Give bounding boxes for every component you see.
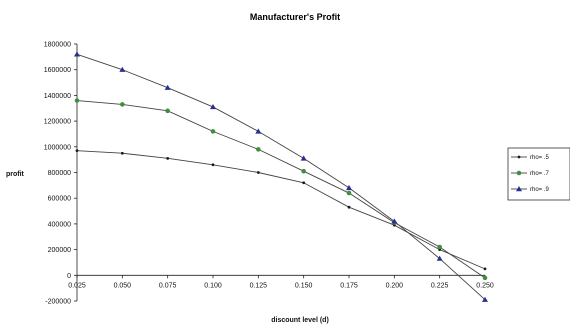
data-point [482,275,488,281]
series-line [76,53,486,301]
data-point [74,98,80,103]
data-point [256,147,261,152]
legend-marker [516,186,522,192]
data-point [120,151,124,155]
data-point [300,155,307,161]
x-tick-label: 0.150 [295,282,313,289]
x-tick-label: 0.050 [114,282,132,289]
series-3 [74,51,488,302]
data-point [436,255,443,261]
x-tick-label: 0.100 [204,282,222,289]
y-tick-label: 1800000 [44,42,71,49]
data-point [255,128,262,134]
y-tick-label: 200000 [48,247,71,254]
series-2 [74,98,488,281]
series-line [76,150,486,270]
x-tick-label: 0.250 [476,282,494,289]
legend-marker [516,170,522,176]
data-point [74,51,80,57]
series-line [76,100,486,279]
x-tick-label: 0.225 [431,282,449,289]
y-tick-label: 400000 [48,221,71,228]
legend-item: rho= .7 [511,170,550,177]
y-tick-label: -200000 [45,299,71,306]
legend-label: rho= .9 [530,187,550,193]
data-point [346,184,352,191]
y-tick-label: 800000 [48,170,71,177]
y-tick-label: 1200000 [44,119,71,126]
x-tick-label: 0.025 [68,282,86,289]
data-point [482,296,488,302]
data-point [347,205,351,209]
data-point [210,129,216,134]
x-tick-label: 0.200 [386,282,404,289]
legend-item: rho= .9 [511,186,550,193]
legend: rho= .5 rho= .7 rho= .9 [507,147,570,201]
legend-item: rho= .5 [511,155,550,161]
data-point [164,84,171,90]
x-tick-label: 0.075 [159,282,177,289]
data-point [210,103,216,110]
data-point [166,156,170,160]
data-point [75,149,79,153]
data-point [256,171,260,174]
legend-label: rho= .5 [530,155,550,161]
data-point [483,267,487,271]
y-tick-label: 1000000 [44,144,71,151]
data-point [302,181,306,185]
x-tick-label: 0.125 [250,282,268,289]
data-point [165,108,170,114]
y-tick-label: 0 [67,273,71,280]
plot-area: -200000 0 200000 400000 600000 800000 1000000 1… [44,42,494,306]
data-point [437,244,442,250]
legend-marker [517,155,521,159]
data-point [211,163,215,167]
data-point [346,190,352,196]
data-point [120,102,125,107]
data-point [391,218,398,224]
y-tick-label: 1600000 [44,67,71,74]
series-1 [75,149,487,271]
x-tick-label: 0.175 [340,282,358,289]
data-point [301,168,306,174]
y-tick-label: 600000 [48,196,71,203]
y-tick-label: 1400000 [44,93,71,100]
data-point [119,66,126,72]
y-axis-label: profit [6,171,25,178]
legend-label: rho= .7 [530,171,550,177]
chart-title: Manufacturer's Profit [250,12,340,22]
x-axis-label: discount level (d) [271,317,329,324]
